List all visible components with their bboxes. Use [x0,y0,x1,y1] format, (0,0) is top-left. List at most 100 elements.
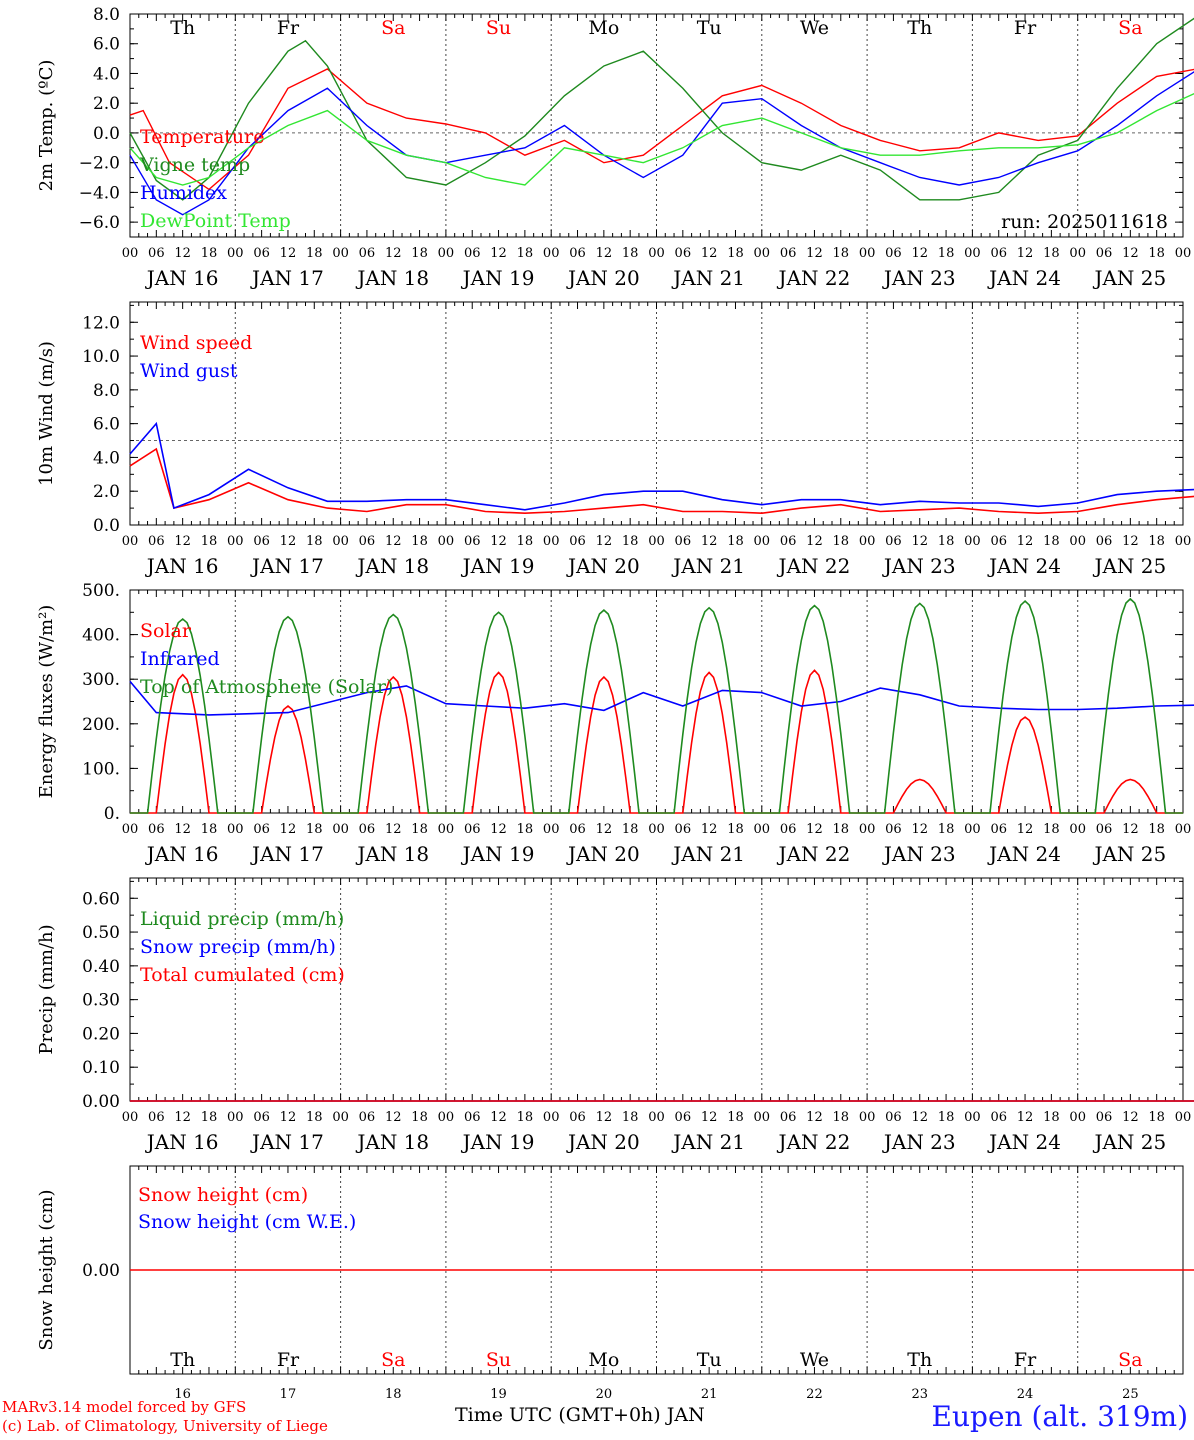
hour-label: 00 [122,1110,139,1125]
hour-label: 00 [227,534,244,549]
y-axis-label: 10m Wind (m/s) [36,341,57,486]
hour-label: 12 [490,822,507,837]
hour-label: 06 [569,246,586,261]
hour-label: 00 [964,1110,981,1125]
hour-label: 06 [253,1110,270,1125]
hour-label: 18 [411,822,428,837]
hour-label: 06 [780,822,797,837]
hour-label: 06 [990,822,1007,837]
hour-label: 00 [332,1110,349,1125]
hour-label: 12 [596,822,613,837]
y-tick-label: 0.60 [82,889,120,909]
hour-label: 06 [359,534,376,549]
hour-label: 12 [490,534,507,549]
hour-label: 06 [253,822,270,837]
y-tick-label: 200. [82,715,120,735]
weekday-label-top: We [800,17,829,39]
day-label: JAN 18 [355,1130,429,1154]
day-label: JAN 19 [461,266,535,290]
hour-label: 06 [1096,1110,1113,1125]
y-tick-label: 0.00 [82,1261,120,1281]
weekday-label-top: Tu [697,17,722,39]
hour-label: 00 [964,534,981,549]
hour-label: 00 [1175,1110,1192,1125]
hour-label: 18 [622,1110,639,1125]
y-tick-label: 2.0 [93,94,120,114]
hour-label: 18 [201,822,218,837]
day-number-label: 20 [596,1387,613,1402]
hour-label: 06 [569,534,586,549]
hour-label: 06 [359,822,376,837]
day-label: JAN 23 [882,1130,956,1154]
hour-label: 06 [675,534,692,549]
weekday-label-bottom: Su [486,1349,511,1371]
hour-label: 18 [1148,246,1165,261]
model-line: MARv3.14 model forced by GFS [2,1398,247,1416]
hour-label: 12 [280,822,297,837]
hour-label: 06 [780,534,797,549]
hour-label: 18 [517,822,534,837]
panel-5: 0.00 Snow height (cm) Snow height (cm) Snow… [36,1165,1194,1375]
legend-entry: Top of Atmosphere (Solar) [140,676,393,698]
hour-label: 06 [780,1110,797,1125]
hour-label: 18 [517,246,534,261]
hour-label: 00 [648,1110,665,1125]
legend-entry: Temperature [140,126,264,148]
legend-entry: Snow height (cm W.E.) [138,1211,356,1233]
y-tick-label: 0.20 [82,1024,120,1044]
y-tick-label: 300. [82,670,120,690]
hour-label: 06 [990,246,1007,261]
lab-line: (c) Lab. of Climatology, University of L… [2,1417,328,1435]
hour-label: 12 [701,822,718,837]
hour-label: 00 [1175,246,1192,261]
hour-label: 12 [1017,534,1034,549]
day-label: JAN 22 [777,266,851,290]
hour-label: 00 [438,534,455,549]
panel-1: −6.0 −4.0 −2.0 0.0 2.0 4.0 6.0 8.0 2m Temp. (ºC)… [36,5,1194,290]
day-number-label: 17 [280,1387,297,1402]
hour-label: 00 [227,822,244,837]
hour-label: 18 [1043,1110,1060,1125]
series-line-vigne-temp [129,17,1194,201]
legend-entry: Snow height (cm) [138,1184,308,1206]
hour-label: 18 [517,1110,534,1125]
hour-label: 12 [385,822,402,837]
hour-label: 18 [411,534,428,549]
hour-label: 06 [464,534,481,549]
hour-label: 06 [675,822,692,837]
hour-label: 12 [911,1110,928,1125]
hour-label: 12 [1017,1110,1034,1125]
hour-label: 00 [122,534,139,549]
y-tick-label: 8.0 [93,5,120,25]
y-tick-label: 8.0 [93,381,120,401]
hour-label: 06 [1096,822,1113,837]
hour-label: 12 [911,822,928,837]
hour-label: 00 [964,246,981,261]
hour-label: 18 [938,1110,955,1125]
y-tick-label: 0.40 [82,957,120,977]
hour-label: 00 [859,534,876,549]
hour-label: 18 [1148,534,1165,549]
y-tick-label: 100. [82,759,120,779]
y-axis-label: Snow height (cm) [36,1189,57,1350]
hour-label: 12 [174,1110,191,1125]
hour-label: 00 [227,246,244,261]
hour-label: 18 [622,822,639,837]
y-axis-label: 2m Temp. (ºC) [36,60,57,192]
y-tick-label: 6.0 [93,415,120,435]
day-label: JAN 24 [987,554,1061,578]
hour-label: 06 [464,1110,481,1125]
hour-label: 12 [701,1110,718,1125]
weekday-label-bottom: Sa [381,1349,405,1371]
hour-label: 12 [1122,822,1139,837]
day-label: JAN 19 [461,1130,535,1154]
hour-label: 06 [359,246,376,261]
day-number-label: 24 [1017,1387,1034,1402]
day-label: JAN 17 [250,266,324,290]
day-number-label: 23 [911,1387,928,1402]
legend-entry: DewPoint Temp [140,210,291,232]
hour-label: 00 [227,1110,244,1125]
weekday-label-top: Sa [1118,17,1142,39]
hour-label: 00 [1175,534,1192,549]
day-label: JAN 19 [461,842,535,866]
